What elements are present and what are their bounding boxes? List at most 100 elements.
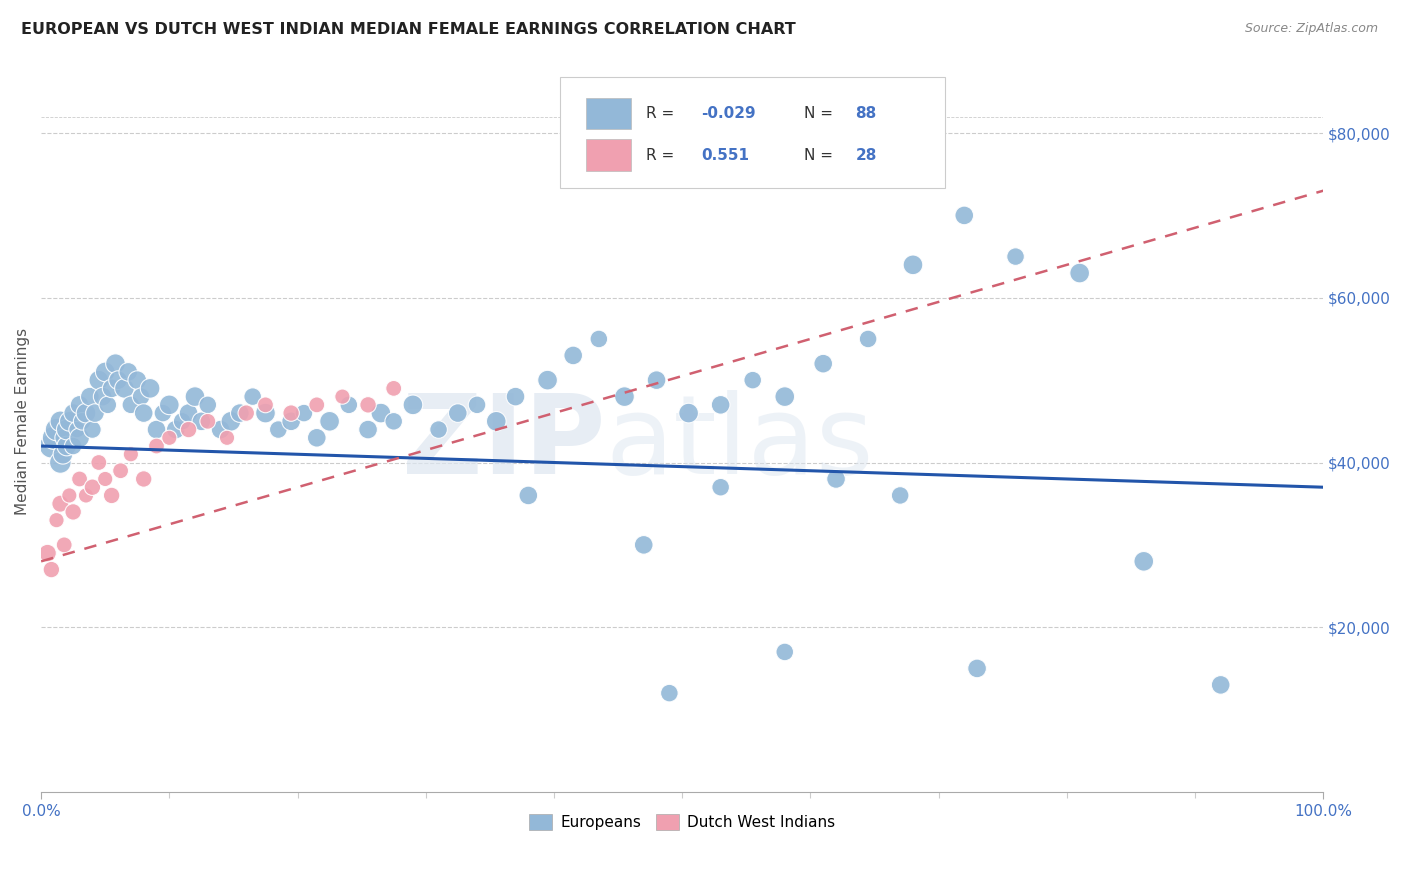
Text: -0.029: -0.029: [702, 106, 756, 121]
Text: 88: 88: [855, 106, 876, 121]
Point: [139, 381, 162, 395]
Text: N =: N =: [804, 147, 838, 162]
Point: [889, 488, 911, 502]
Point: [825, 472, 848, 486]
Point: [267, 423, 290, 437]
Point: [280, 406, 302, 420]
Point: [613, 390, 636, 404]
Point: [177, 423, 200, 437]
Point: [45, 423, 67, 437]
Text: R =: R =: [647, 106, 679, 121]
Point: [190, 414, 212, 428]
Point: [129, 390, 152, 404]
FancyBboxPatch shape: [586, 98, 631, 129]
Point: [209, 423, 232, 437]
Point: [215, 431, 238, 445]
Point: [465, 398, 488, 412]
Point: [1004, 250, 1026, 264]
Point: [55, 439, 77, 453]
Point: [1209, 678, 1232, 692]
Point: [382, 381, 405, 395]
Point: [710, 480, 733, 494]
Point: [318, 414, 340, 428]
Point: [254, 406, 277, 420]
Point: [69, 398, 91, 412]
Point: [120, 398, 142, 412]
Point: [49, 497, 72, 511]
Point: [75, 406, 97, 420]
Point: [157, 431, 180, 445]
Point: [91, 390, 114, 404]
Point: [66, 423, 89, 437]
Point: [588, 332, 610, 346]
Text: ZIP: ZIP: [402, 390, 605, 497]
Point: [62, 505, 84, 519]
Text: 28: 28: [855, 147, 877, 162]
Point: [235, 406, 257, 420]
Point: [229, 406, 252, 420]
Point: [710, 398, 733, 412]
Point: [157, 398, 180, 412]
Point: [773, 390, 796, 404]
Point: [132, 406, 155, 420]
Point: [94, 472, 117, 486]
Point: [145, 439, 167, 453]
Point: [42, 431, 65, 445]
Point: [100, 381, 122, 395]
Point: [332, 390, 354, 404]
Point: [79, 390, 101, 404]
Point: [505, 390, 527, 404]
Point: [645, 373, 668, 387]
Point: [117, 365, 139, 379]
Point: [813, 357, 835, 371]
Point: [447, 406, 470, 420]
Point: [104, 357, 127, 371]
Point: [562, 348, 585, 362]
Point: [197, 398, 219, 412]
Point: [100, 488, 122, 502]
Point: [901, 258, 924, 272]
Text: N =: N =: [804, 106, 838, 121]
Point: [1069, 266, 1091, 280]
Point: [87, 456, 110, 470]
Point: [197, 414, 219, 428]
Point: [370, 406, 392, 420]
Point: [152, 406, 174, 420]
Point: [107, 373, 129, 387]
Point: [536, 373, 558, 387]
Point: [41, 563, 63, 577]
Point: [82, 423, 104, 437]
Point: [427, 423, 450, 437]
Point: [49, 456, 72, 470]
Text: R =: R =: [647, 147, 679, 162]
Point: [856, 332, 879, 346]
Point: [485, 414, 508, 428]
Point: [741, 373, 763, 387]
Point: [357, 398, 380, 412]
Point: [37, 546, 59, 560]
Point: [55, 423, 77, 437]
Point: [97, 398, 120, 412]
Point: [184, 390, 207, 404]
Point: [41, 439, 63, 453]
Point: [53, 538, 76, 552]
Point: [75, 488, 97, 502]
Point: [165, 423, 187, 437]
FancyBboxPatch shape: [586, 139, 631, 170]
Point: [120, 447, 142, 461]
Point: [127, 373, 149, 387]
Point: [254, 398, 277, 412]
Point: [69, 431, 91, 445]
Text: EUROPEAN VS DUTCH WEST INDIAN MEDIAN FEMALE EARNINGS CORRELATION CHART: EUROPEAN VS DUTCH WEST INDIAN MEDIAN FEM…: [21, 22, 796, 37]
Text: 0.551: 0.551: [702, 147, 749, 162]
Point: [177, 406, 200, 420]
Point: [305, 431, 328, 445]
Point: [658, 686, 681, 700]
Point: [45, 513, 67, 527]
Point: [132, 472, 155, 486]
Point: [49, 414, 72, 428]
Point: [62, 439, 84, 453]
Point: [87, 373, 110, 387]
Point: [70, 414, 93, 428]
Point: [114, 381, 136, 395]
